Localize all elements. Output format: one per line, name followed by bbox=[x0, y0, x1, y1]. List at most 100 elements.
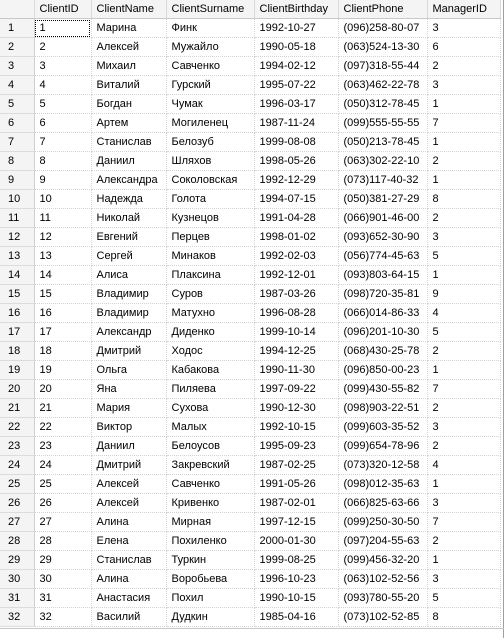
cell-clientsurname[interactable]: Ходос bbox=[166, 341, 255, 361]
row-number[interactable]: 19 bbox=[0, 360, 35, 380]
cell-clientphone[interactable]: (073)102-52-85 bbox=[338, 607, 428, 627]
table-row[interactable]: 12 12 Евгений Перцев 1998-01-02 (093)652-30-9… bbox=[0, 227, 501, 247]
cell-clientname[interactable]: Алексей bbox=[91, 493, 167, 513]
table-row[interactable]: 10 10 Надежда Голота 1994-07-15 (050)381-27-2… bbox=[0, 189, 501, 209]
cell-clientid[interactable]: 3 bbox=[34, 56, 92, 76]
cell-clientname[interactable]: Анастасия bbox=[91, 588, 167, 608]
column-header-clientid[interactable]: ClientID bbox=[34, 0, 92, 19]
cell-managerid[interactable]: 5 bbox=[427, 588, 501, 608]
row-number[interactable]: 27 bbox=[0, 512, 35, 532]
cell-clientid[interactable]: 7 bbox=[34, 132, 92, 152]
table-row[interactable]: 7 7 Станислав Белозуб 1999-08-08 (050)213-78-… bbox=[0, 132, 501, 152]
table-row[interactable]: 8 8 Даниил Шляхов 1998-05-26 (063)302-22-10 2 bbox=[0, 151, 501, 171]
cell-clientbirthday[interactable]: 1991-05-26 bbox=[254, 474, 339, 494]
cell-clientbirthday[interactable]: 1992-02-03 bbox=[254, 246, 339, 266]
row-number[interactable]: 9 bbox=[0, 170, 35, 190]
table-row[interactable]: 14 14 Алиса Плаксина 1992-12-01 (093)803-64-1… bbox=[0, 265, 501, 285]
cell-managerid[interactable]: 4 bbox=[427, 303, 501, 323]
table-row[interactable]: 13 13 Сергей Минаков 1992-02-03 (056)774-45-6… bbox=[0, 246, 501, 266]
cell-managerid[interactable]: 1 bbox=[427, 170, 501, 190]
row-number[interactable]: 16 bbox=[0, 303, 35, 323]
row-number[interactable]: 30 bbox=[0, 569, 35, 589]
table-row[interactable]: 11 11 Николай Кузнецов 1991-04-28 (066)901-46… bbox=[0, 208, 501, 228]
row-number[interactable]: 28 bbox=[0, 531, 35, 551]
cell-clientphone[interactable]: (099)430-55-82 bbox=[338, 379, 428, 399]
column-header-clientsurname[interactable]: ClientSurname bbox=[166, 0, 255, 19]
cell-clientphone[interactable]: (073)117-40-32 bbox=[338, 170, 428, 190]
cell-clientphone[interactable]: (098)012-35-63 bbox=[338, 474, 428, 494]
cell-clientsurname[interactable]: Мужайло bbox=[166, 37, 255, 57]
cell-managerid[interactable]: 7 bbox=[427, 512, 501, 532]
cell-clientbirthday[interactable]: 1999-10-14 bbox=[254, 322, 339, 342]
cell-clientid[interactable]: 27 bbox=[34, 512, 92, 532]
cell-managerid[interactable]: 6 bbox=[427, 37, 501, 57]
table-row[interactable]: 20 20 Яна Пиляева 1997-09-22 (099)430-55-82 7 bbox=[0, 379, 501, 399]
cell-clientbirthday[interactable]: 1999-08-25 bbox=[254, 550, 339, 570]
table-row[interactable]: 6 6 Артем Могиленец 1987-11-24 (099)555-55-55… bbox=[0, 113, 501, 133]
row-number[interactable]: 17 bbox=[0, 322, 35, 342]
cell-clientphone[interactable]: (050)312-78-45 bbox=[338, 94, 428, 114]
cell-managerid[interactable]: 1 bbox=[427, 474, 501, 494]
cell-clientphone[interactable]: (063)302-22-10 bbox=[338, 151, 428, 171]
cell-clientphone[interactable]: (096)201-10-30 bbox=[338, 322, 428, 342]
cell-clientid[interactable]: 8 bbox=[34, 151, 92, 171]
cell-clientname[interactable]: Владимир bbox=[91, 303, 167, 323]
cell-clientname[interactable]: Станислав bbox=[91, 550, 167, 570]
cell-clientbirthday[interactable]: 1997-12-15 bbox=[254, 512, 339, 532]
column-header-managerid[interactable]: ManagerID bbox=[427, 0, 501, 19]
cell-clientbirthday[interactable]: 1992-10-15 bbox=[254, 417, 339, 437]
cell-clientphone[interactable]: (099)456-32-20 bbox=[338, 550, 428, 570]
cell-managerid[interactable]: 2 bbox=[427, 341, 501, 361]
table-row[interactable]: 17 17 Александр Диденко 1999-10-14 (096)201-1… bbox=[0, 322, 501, 342]
row-number[interactable]: 4 bbox=[0, 75, 35, 95]
cell-managerid[interactable]: 2 bbox=[427, 531, 501, 551]
cell-clientsurname[interactable]: Воробьева bbox=[166, 569, 255, 589]
cell-clientname[interactable]: Мария bbox=[91, 398, 167, 418]
cell-clientsurname[interactable]: Белозуб bbox=[166, 132, 255, 152]
cell-managerid[interactable]: 2 bbox=[427, 398, 501, 418]
cell-clientsurname[interactable]: Савченко bbox=[166, 56, 255, 76]
cell-clientname[interactable]: Сергей bbox=[91, 246, 167, 266]
cell-clientbirthday[interactable]: 1998-01-02 bbox=[254, 227, 339, 247]
cell-clientname[interactable]: Даниил bbox=[91, 151, 167, 171]
cell-managerid[interactable]: 1 bbox=[427, 132, 501, 152]
table-row[interactable]: 31 31 Анастасия Похил 1990-10-15 (093)780-55-… bbox=[0, 588, 501, 608]
cell-clientphone[interactable]: (097)318-55-44 bbox=[338, 56, 428, 76]
cell-clientsurname[interactable]: Суров bbox=[166, 284, 255, 304]
cell-clientname[interactable]: Николай bbox=[91, 208, 167, 228]
cell-clientname[interactable]: Богдан bbox=[91, 94, 167, 114]
table-row[interactable]: 26 26 Алексей Кривенко 1987-02-01 (066)825-63… bbox=[0, 493, 501, 513]
column-header-clientbirthday[interactable]: ClientBirthday bbox=[254, 0, 339, 19]
row-number[interactable]: 15 bbox=[0, 284, 35, 304]
row-number[interactable]: 6 bbox=[0, 113, 35, 133]
cell-clientphone[interactable]: (093)652-30-90 bbox=[338, 227, 428, 247]
cell-managerid[interactable]: 9 bbox=[427, 284, 501, 304]
row-number[interactable]: 24 bbox=[0, 455, 35, 475]
table-row[interactable]: 23 23 Даниил Белоусов 1995-09-23 (099)654-78-… bbox=[0, 436, 501, 456]
cell-clientbirthday[interactable]: 1996-08-28 bbox=[254, 303, 339, 323]
cell-clientphone[interactable]: (099)603-35-52 bbox=[338, 417, 428, 437]
cell-clientname[interactable]: Даниил bbox=[91, 436, 167, 456]
cell-clientsurname[interactable]: Савченко bbox=[166, 474, 255, 494]
cell-clientname[interactable]: Ольга bbox=[91, 360, 167, 380]
cell-managerid[interactable]: 3 bbox=[427, 569, 501, 589]
cell-clientname[interactable]: Алексей bbox=[91, 474, 167, 494]
cell-clientid[interactable]: 13 bbox=[34, 246, 92, 266]
cell-clientsurname[interactable]: Финк bbox=[166, 18, 255, 38]
row-number[interactable]: 22 bbox=[0, 417, 35, 437]
cell-clientname[interactable]: Василий bbox=[91, 607, 167, 627]
cell-managerid[interactable]: 2 bbox=[427, 208, 501, 228]
cell-managerid[interactable]: 1 bbox=[427, 550, 501, 570]
cell-clientphone[interactable]: (093)780-55-20 bbox=[338, 588, 428, 608]
cell-clientphone[interactable]: (096)258-80-07 bbox=[338, 18, 428, 38]
cell-clientname[interactable]: Евгений bbox=[91, 227, 167, 247]
cell-clientid[interactable]: 10 bbox=[34, 189, 92, 209]
cell-managerid[interactable]: 2 bbox=[427, 436, 501, 456]
cell-clientbirthday[interactable]: 1995-09-23 bbox=[254, 436, 339, 456]
table-row[interactable]: 2 2 Алексей Мужайло 1990-05-18 (063)524-13-30… bbox=[0, 37, 501, 57]
cell-clientphone[interactable]: (098)903-22-51 bbox=[338, 398, 428, 418]
cell-managerid[interactable]: 7 bbox=[427, 379, 501, 399]
row-number[interactable]: 8 bbox=[0, 151, 35, 171]
table-row[interactable]: 32 32 Василий Дудкин 1985-04-16 (073)102-52-8… bbox=[0, 607, 501, 627]
row-number[interactable]: 32 bbox=[0, 607, 35, 627]
